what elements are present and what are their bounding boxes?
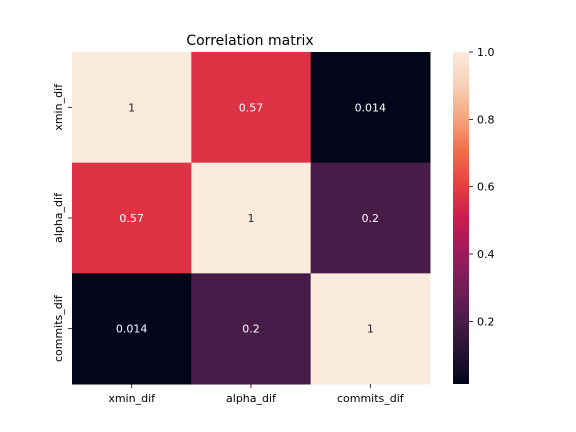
x-tick-label: xmin_dif (108, 392, 156, 405)
cell-annotation: 0.014 (355, 101, 387, 114)
cell-annotation: 1 (367, 323, 374, 336)
heatmap-cell (191, 162, 312, 274)
y-tick-label: xmin_dif (52, 83, 65, 131)
colorbar-tick-label: 1.0 (477, 46, 495, 59)
cell-annotation: 0.014 (116, 323, 148, 336)
cell-annotation: 1 (128, 101, 135, 114)
heatmap-annotations: 1 0.57 0.014 0.57 1 0.2 0.014 0.2 1 (116, 101, 386, 335)
colorbar-tick-label: 0.8 (477, 113, 495, 126)
heatmap-cell (310, 162, 431, 274)
heatmap-cell (72, 52, 192, 164)
colorbar-gradient (453, 52, 469, 384)
heatmap-cell (310, 273, 431, 385)
cell-annotation: 0.57 (119, 212, 144, 225)
cell-annotation: 1 (247, 212, 254, 225)
colorbar: 0.2 0.4 0.6 0.8 1.0 (453, 46, 495, 384)
colorbar-tick-label: 0.6 (477, 181, 495, 194)
colorbar-tick-label: 0.4 (477, 248, 495, 261)
x-tick-label: commits_dif (337, 392, 405, 405)
chart-title: Correlation matrix (186, 33, 313, 49)
x-axis: xmin_dif alpha_dif commits_dif (108, 384, 405, 405)
heatmap-cells (72, 52, 431, 385)
heatmap-cell (310, 52, 431, 164)
heatmap-cell (191, 52, 312, 164)
x-tick-label: alpha_dif (226, 392, 277, 405)
y-tick-label: commits_dif (52, 294, 65, 362)
colorbar-ticks: 0.2 0.4 0.6 0.8 1.0 (469, 46, 495, 328)
colorbar-tick-label: 0.2 (477, 315, 495, 328)
heatmap-cell (72, 162, 192, 274)
heatmap-cell (72, 273, 192, 385)
cell-annotation: 0.57 (239, 101, 264, 114)
cell-annotation: 0.2 (362, 212, 380, 225)
cell-annotation: 0.2 (242, 323, 260, 336)
y-tick-label: alpha_dif (52, 192, 65, 243)
heatmap-cell (191, 273, 312, 385)
y-axis: xmin_dif alpha_dif commits_dif (52, 83, 72, 362)
